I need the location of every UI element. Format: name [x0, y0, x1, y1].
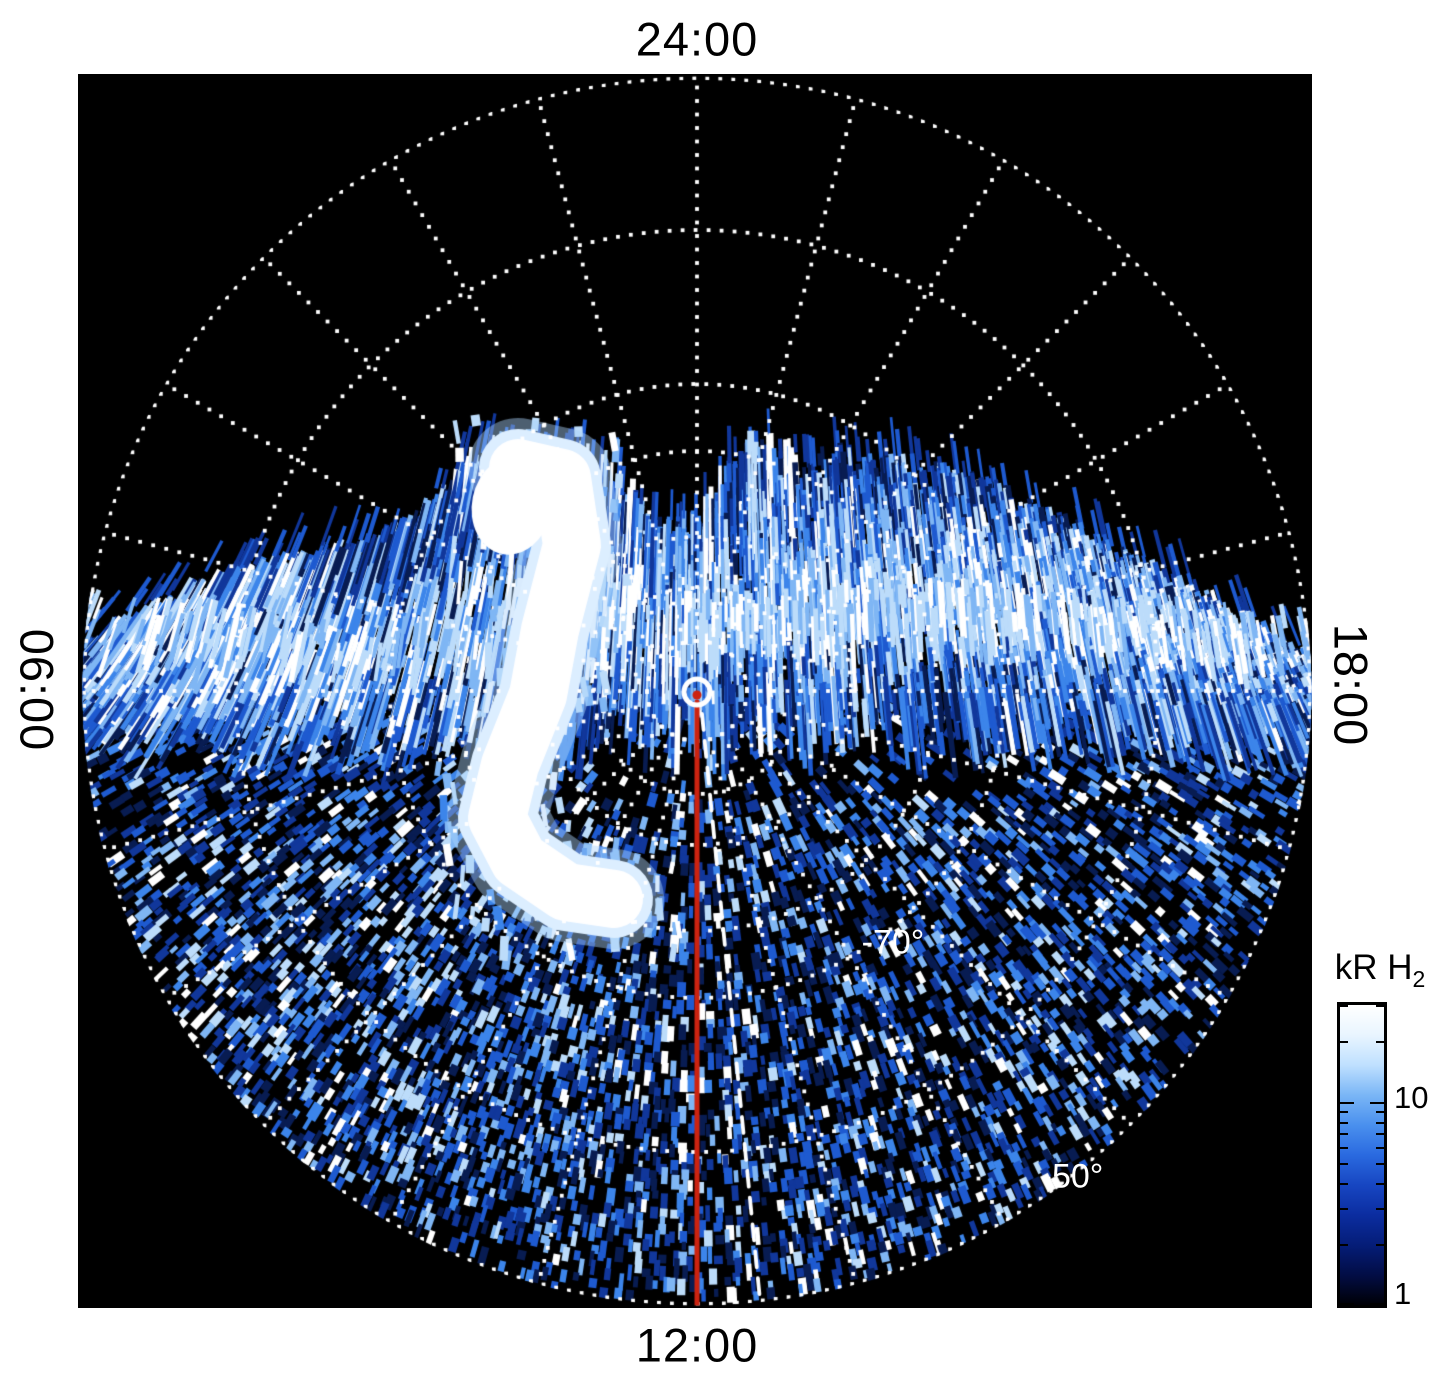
colorbar-title-subscript: 2 — [1412, 966, 1426, 992]
colorbar-tick-mark — [1340, 1005, 1348, 1007]
colorbar-tick-mark — [1340, 1182, 1348, 1185]
colorbar-tick-mark — [1340, 1101, 1354, 1104]
colorbar-tick-mark — [1376, 1005, 1384, 1007]
colorbar-tick-mark — [1340, 1121, 1348, 1124]
colorbar-tick-mark — [1376, 1182, 1384, 1185]
colorbar-tick-mark — [1370, 1101, 1384, 1104]
local-time-label-top: 24:00 — [635, 12, 759, 66]
colorbar-tick-mark — [1376, 1146, 1384, 1149]
colorbar-tick-mark — [1340, 1111, 1348, 1114]
latitude-label-50: -50° — [1040, 1157, 1104, 1196]
colorbar-tick-mark — [1340, 1133, 1348, 1136]
local-time-label-left: 06:00 — [10, 628, 64, 752]
colorbar-tick-mark — [1340, 1163, 1348, 1166]
colorbar-tick-mark — [1340, 1303, 1354, 1305]
colorbar-title: kR H2 — [1312, 948, 1447, 993]
colorbar-tick-mark — [1376, 1243, 1384, 1246]
local-time-label-right: 18:00 — [1324, 623, 1378, 747]
colorbar-tick-mark — [1340, 1146, 1348, 1149]
latitude-label-70: -70° — [861, 923, 925, 962]
colorbar-tick-mark — [1376, 1163, 1384, 1166]
colorbar-tick-10: 10 — [1394, 1080, 1429, 1115]
colorbar-tick-mark — [1376, 1111, 1384, 1114]
colorbar-tick-mark — [1376, 1133, 1384, 1136]
local-time-label-bottom: 12:00 — [635, 1318, 759, 1372]
colorbar-tick-mark — [1370, 1303, 1384, 1305]
colorbar-tick-mark — [1376, 1040, 1384, 1043]
colorbar-tick-mark — [1376, 1121, 1384, 1124]
polar-auroral-map-canvas — [78, 74, 1312, 1308]
colorbar-tick-mark — [1340, 1040, 1348, 1043]
colorbar-tick-mark — [1376, 1208, 1384, 1211]
colorbar-tick-1: 1 — [1394, 1276, 1412, 1311]
colorbar-tick-mark — [1340, 1243, 1348, 1246]
colorbar — [1337, 1002, 1387, 1308]
colorbar-tick-mark — [1340, 1208, 1348, 1211]
colorbar-title-text: kR H — [1334, 948, 1413, 987]
